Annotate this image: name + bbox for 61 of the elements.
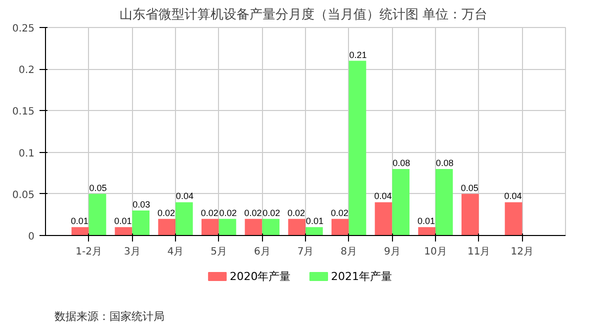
bar <box>462 194 479 236</box>
data-label: 0.04 <box>374 191 392 202</box>
data-label: 0.01 <box>306 216 324 226</box>
bar <box>158 218 176 236</box>
data-label: 0.01 <box>114 216 132 226</box>
data-label: 0.21 <box>349 50 367 60</box>
bar <box>348 60 366 236</box>
y-tick-label: 0.15 <box>12 106 34 118</box>
bar <box>262 218 280 236</box>
y-tick-label: 0 <box>28 232 35 242</box>
data-label: 0.05 <box>460 182 478 193</box>
bar <box>244 218 262 236</box>
bar <box>218 218 236 236</box>
bar <box>176 202 193 236</box>
data-label: 0.03 <box>132 200 150 210</box>
bar <box>436 168 453 236</box>
x-tick-label: 8月 <box>340 246 358 258</box>
chart-title: 山东省微型计算机设备产量分月度（当月值）统计图 单位：万台 <box>119 6 488 22</box>
data-label: 0.04 <box>176 191 194 202</box>
x-tick-label: 11月 <box>467 246 490 258</box>
data-label: 0.02 <box>200 208 218 218</box>
x-tick-label: 3月 <box>124 246 140 258</box>
bar <box>374 202 392 236</box>
data-label: 0.01 <box>418 216 436 226</box>
x-tick-label: 7月 <box>297 246 314 258</box>
y-tick-label: 0.05 <box>12 190 34 201</box>
bar <box>288 218 306 236</box>
bar <box>504 202 522 236</box>
y-tick-label: 0.2 <box>18 65 35 76</box>
y-tick-label: 0.1 <box>18 148 35 160</box>
bar <box>306 227 323 236</box>
data-label: 0.04 <box>504 191 522 202</box>
x-tick-label: 12月 <box>510 246 534 258</box>
bar <box>202 218 219 236</box>
bar <box>114 227 132 236</box>
data-label: 0.02 <box>288 208 306 218</box>
bar <box>132 210 150 236</box>
bar <box>332 218 349 236</box>
data-label: 0.02 <box>219 208 237 218</box>
data-label: 0.02 <box>244 208 262 218</box>
data-label: 0.02 <box>330 208 348 218</box>
x-tick-label: 9月 <box>384 246 400 258</box>
x-tick-label: 6月 <box>254 246 270 258</box>
x-tick-label: 5月 <box>210 246 228 258</box>
y-tick-label: 0.25 <box>12 24 34 34</box>
data-label: 0.08 <box>392 158 410 168</box>
legend-label: 2021年产量 <box>331 270 392 283</box>
bar <box>392 168 410 236</box>
data-label: 0.02 <box>158 208 176 218</box>
x-tick-label: 1-2月 <box>76 246 102 258</box>
source-note: 数据来源：国家统计局 <box>54 310 164 323</box>
data-label: 0.02 <box>262 208 280 218</box>
data-label: 0.08 <box>436 158 454 168</box>
x-tick-label: 10月 <box>424 246 447 258</box>
x-tick-label: 4月 <box>167 246 184 258</box>
legend-label: 2020年产量 <box>230 270 291 283</box>
data-label: 0.01 <box>70 216 88 226</box>
bar <box>72 227 89 236</box>
bar <box>88 194 106 236</box>
data-label: 0.05 <box>89 182 107 193</box>
bar <box>418 227 436 236</box>
